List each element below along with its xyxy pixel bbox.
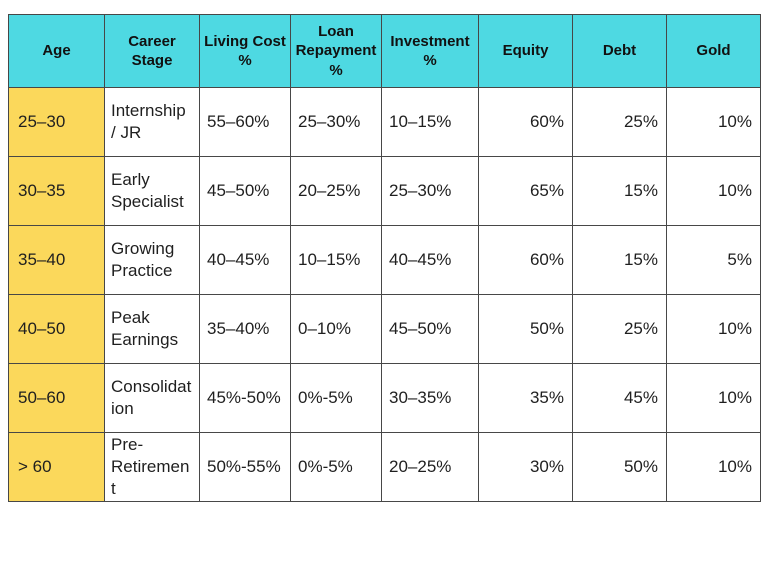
age-allocation-table: Age Career Stage Living Cost % Loan Repa… (8, 14, 761, 502)
cell-age: 25–30 (8, 87, 105, 157)
cell-age: 40–50 (8, 294, 105, 364)
cell-career-stage: Consolidation (104, 363, 200, 433)
cell-living-cost: 45%-50% (199, 363, 291, 433)
cell-gold: 10% (666, 294, 761, 364)
cell-loan-repayment: 20–25% (290, 156, 382, 226)
cell-equity: 35% (478, 363, 573, 433)
table-row: 50–60 Consolidation 45%-50% 0%-5% 30–35%… (8, 363, 761, 433)
cell-investment: 40–45% (381, 225, 479, 295)
table-row: 25–30 Internship / JR 55–60% 25–30% 10–1… (8, 87, 761, 157)
cell-debt: 15% (572, 225, 667, 295)
table-row: > 60 Pre-Retirement 50%-55% 0%-5% 20–25%… (8, 432, 761, 502)
header-debt: Debt (572, 14, 667, 88)
cell-equity: 50% (478, 294, 573, 364)
cell-loan-repayment: 0–10% (290, 294, 382, 364)
header-career-stage: Career Stage (104, 14, 200, 88)
cell-investment: 25–30% (381, 156, 479, 226)
cell-career-stage: Pre-Retirement (104, 432, 200, 502)
cell-age: 30–35 (8, 156, 105, 226)
cell-loan-repayment: 25–30% (290, 87, 382, 157)
cell-living-cost: 40–45% (199, 225, 291, 295)
cell-equity: 60% (478, 87, 573, 157)
cell-equity: 65% (478, 156, 573, 226)
cell-career-stage: Early Specialist (104, 156, 200, 226)
cell-age: > 60 (8, 432, 105, 502)
header-gold: Gold (666, 14, 761, 88)
header-loan-repayment: Loan Repayment % (290, 14, 382, 88)
cell-debt: 50% (572, 432, 667, 502)
cell-career-stage: Peak Earnings (104, 294, 200, 364)
header-age: Age (8, 14, 105, 88)
table-row: 40–50 Peak Earnings 35–40% 0–10% 45–50% … (8, 294, 761, 364)
age-allocation-table-wrap: Age Career Stage Living Cost % Loan Repa… (8, 14, 761, 502)
cell-living-cost: 45–50% (199, 156, 291, 226)
cell-investment: 45–50% (381, 294, 479, 364)
header-living-cost: Living Cost % (199, 14, 291, 88)
header-equity: Equity (478, 14, 573, 88)
header-investment: Investment % (381, 14, 479, 88)
cell-gold: 5% (666, 225, 761, 295)
cell-debt: 45% (572, 363, 667, 433)
cell-equity: 60% (478, 225, 573, 295)
cell-equity: 30% (478, 432, 573, 502)
cell-debt: 25% (572, 294, 667, 364)
cell-career-stage: Growing Practice (104, 225, 200, 295)
cell-career-stage: Internship / JR (104, 87, 200, 157)
cell-investment: 30–35% (381, 363, 479, 433)
cell-gold: 10% (666, 363, 761, 433)
table-row: 30–35 Early Specialist 45–50% 20–25% 25–… (8, 156, 761, 226)
cell-age: 35–40 (8, 225, 105, 295)
cell-gold: 10% (666, 156, 761, 226)
cell-gold: 10% (666, 87, 761, 157)
cell-loan-repayment: 10–15% (290, 225, 382, 295)
table-row: 35–40 Growing Practice 40–45% 10–15% 40–… (8, 225, 761, 295)
cell-loan-repayment: 0%-5% (290, 432, 382, 502)
cell-loan-repayment: 0%-5% (290, 363, 382, 433)
cell-investment: 20–25% (381, 432, 479, 502)
cell-living-cost: 55–60% (199, 87, 291, 157)
header-row: Age Career Stage Living Cost % Loan Repa… (8, 14, 761, 88)
cell-debt: 25% (572, 87, 667, 157)
cell-age: 50–60 (8, 363, 105, 433)
cell-living-cost: 50%-55% (199, 432, 291, 502)
cell-living-cost: 35–40% (199, 294, 291, 364)
cell-gold: 10% (666, 432, 761, 502)
cell-investment: 10–15% (381, 87, 479, 157)
cell-debt: 15% (572, 156, 667, 226)
